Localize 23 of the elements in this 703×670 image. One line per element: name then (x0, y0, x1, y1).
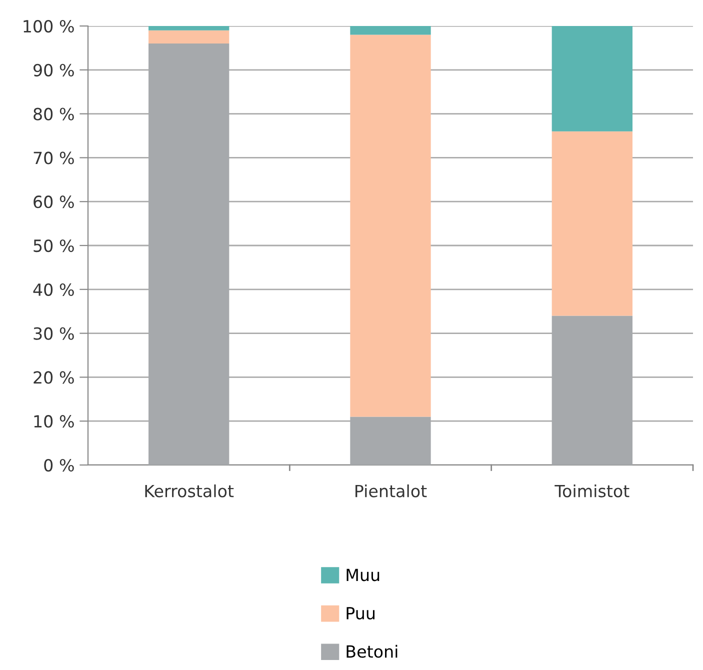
bar (350, 34, 431, 417)
y-tick-label: 10 % (34, 415, 74, 428)
bar (350, 26, 431, 35)
y-tick-label: 70 % (34, 152, 74, 164)
y-tick-label: 90 % (34, 64, 74, 76)
bar (552, 26, 632, 132)
bar (148, 30, 230, 44)
y-tick-label: 60 % (34, 196, 74, 208)
legend-label: Muu (346, 568, 380, 582)
x-tick-label: Pientalot (356, 484, 427, 498)
y-tick-label: 30 % (34, 327, 74, 340)
y-tick-label: 80 % (34, 108, 74, 120)
legend-label: Betoni (346, 644, 398, 658)
y-tick-label: 100 % (24, 20, 74, 33)
bar (148, 26, 230, 30)
y-tick-label: 0 % (44, 458, 74, 472)
y-tick-label: 40 % (33, 283, 74, 296)
y-tick-label: 50 % (34, 239, 74, 252)
x-tick-label: Toimistot (554, 484, 630, 498)
y-tick-label: 20 % (34, 371, 74, 384)
x-tick-label: Kerrostalot (145, 484, 234, 498)
bar (552, 131, 632, 316)
legend-label: Puu (346, 607, 374, 620)
